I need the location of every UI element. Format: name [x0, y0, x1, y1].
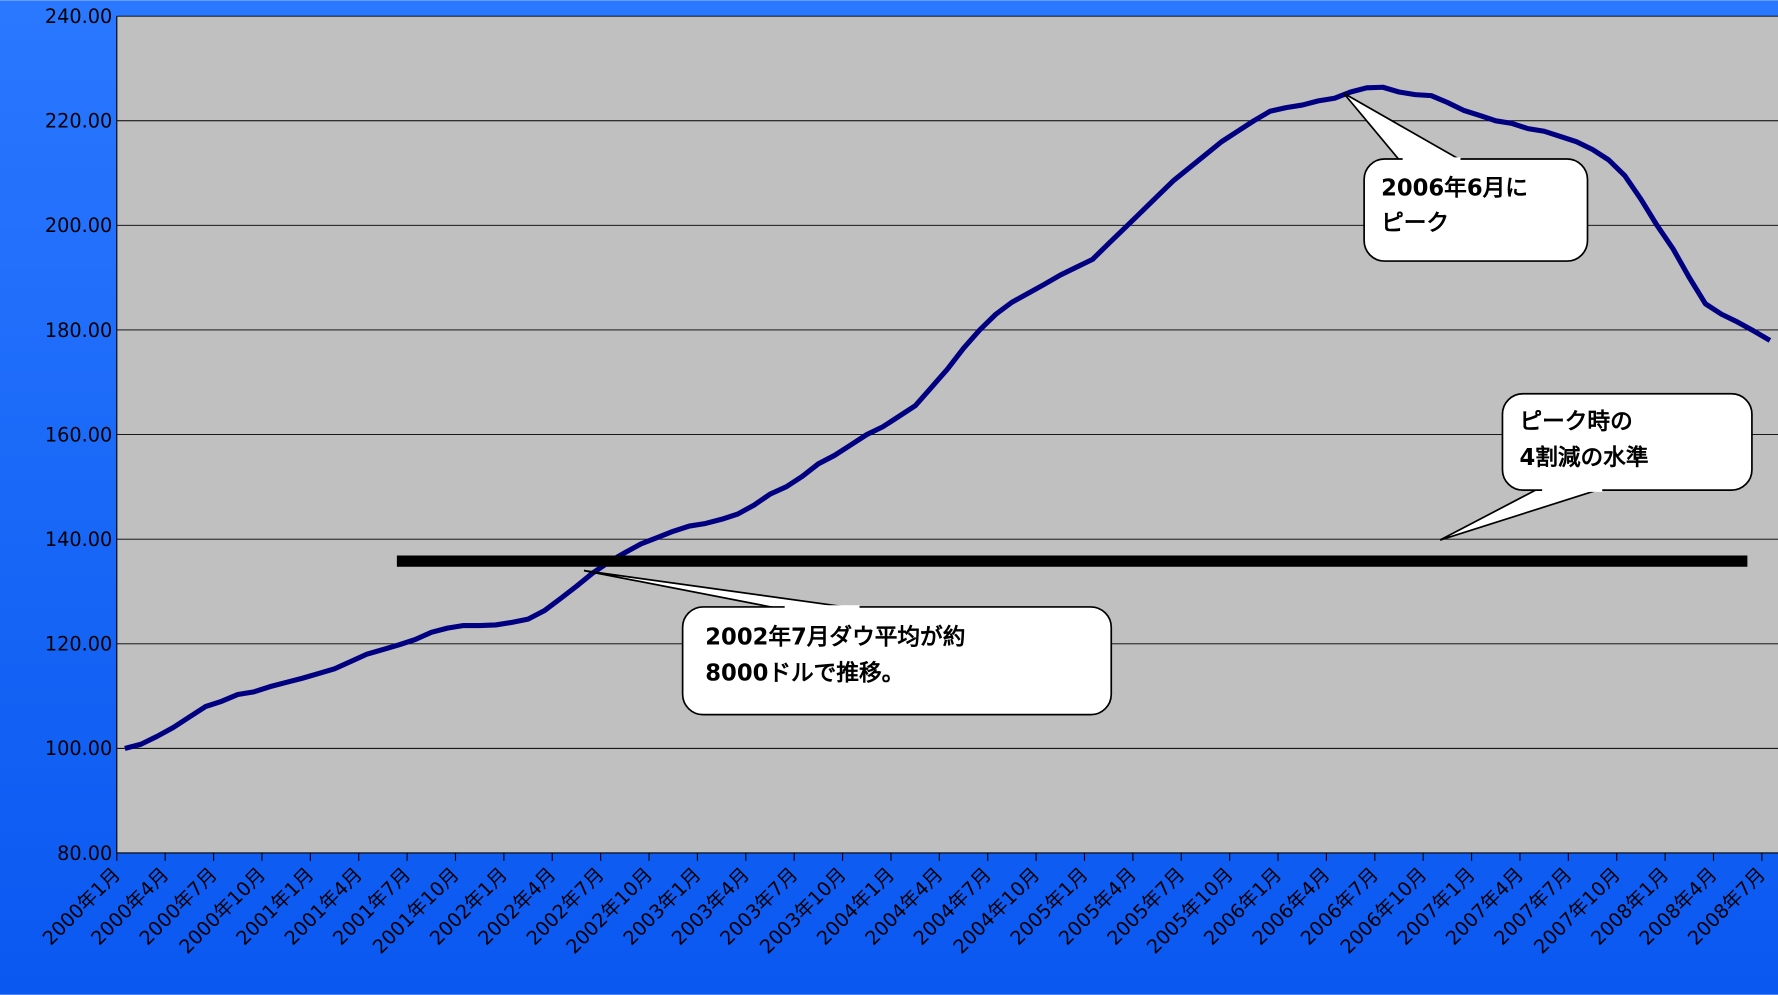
callout-text: ピーク時の	[1519, 409, 1632, 435]
callout-text: ピーク	[1381, 210, 1449, 236]
y-tick-label: 240.00	[45, 5, 112, 28]
callout: 2002年7月ダウ平均が約 8000ドルで推移。	[583, 569, 1113, 716]
callout: ピーク時の 4割減の水準	[1439, 392, 1753, 541]
callout-box	[1363, 158, 1589, 262]
series-line	[124, 84, 1772, 751]
callout-text: 4割減の水準	[1519, 444, 1648, 471]
y-tick-label: 220.00	[45, 110, 112, 133]
y-tick-label: 100.00	[45, 737, 112, 760]
callout-text: 2002年7月ダウ平均が約	[705, 623, 965, 650]
callout-text: 8000ドルで推移。	[705, 661, 904, 687]
y-tick-label: 140.00	[45, 528, 112, 551]
callout-box	[681, 606, 1113, 716]
y-tick-label: 180.00	[45, 319, 112, 342]
callout-text: 2006年6月に	[1381, 174, 1528, 201]
y-tick-label: 120.00	[45, 633, 112, 656]
y-tick-label: 200.00	[45, 214, 112, 237]
y-tick-label: 80.00	[57, 842, 112, 865]
marks	[124, 84, 1772, 751]
y-tick-label: 160.00	[45, 423, 112, 446]
callout: 2006年6月に ピーク	[1343, 92, 1589, 262]
callout-box	[1501, 392, 1753, 491]
